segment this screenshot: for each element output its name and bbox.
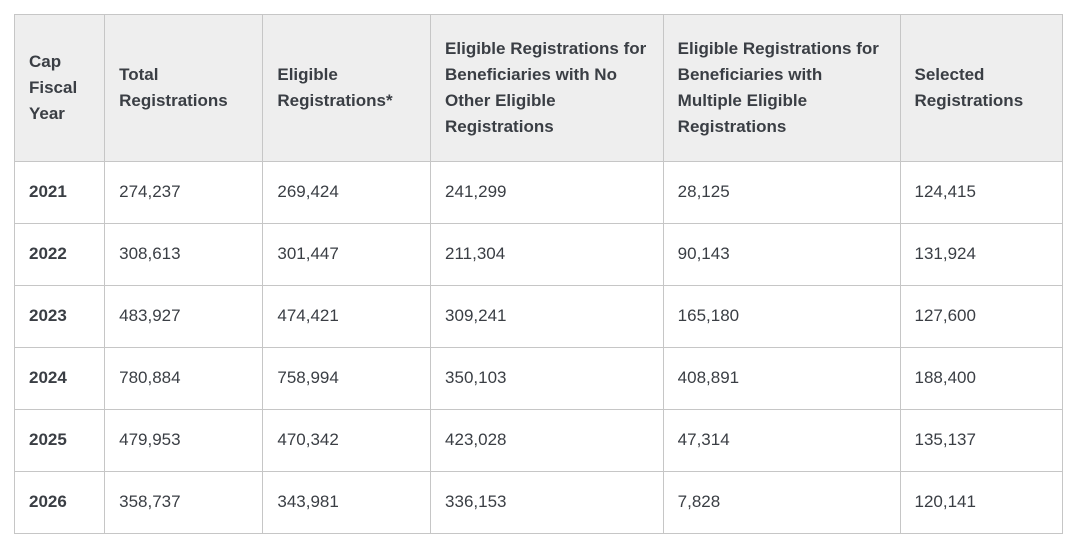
table-cell: 483,927 (104, 285, 264, 348)
table-cell: 474,421 (262, 285, 432, 348)
year-cell: 2021 (13, 161, 106, 224)
table-cell: 269,424 (262, 161, 432, 224)
table-cell: 301,447 (262, 223, 432, 286)
column-header-eligible-no-other: Eligible Registrations for Beneficiaries… (430, 14, 664, 162)
table-cell: 274,237 (104, 161, 264, 224)
column-header-total-registrations: Total Registrations (104, 14, 264, 162)
registrations-table: Cap Fiscal Year Total Registrations Elig… (13, 14, 1064, 534)
table-cell: 408,891 (662, 347, 901, 410)
table-cell: 358,737 (104, 471, 264, 534)
table-cell: 188,400 (899, 347, 1064, 410)
table-cell: 211,304 (430, 223, 664, 286)
column-header-eligible-registrations: Eligible Registrations* (262, 14, 432, 162)
table-cell: 343,981 (262, 471, 432, 534)
table-cell: 780,884 (104, 347, 264, 410)
table-cell: 124,415 (899, 161, 1064, 224)
table-cell: 309,241 (430, 285, 664, 348)
table-cell: 47,314 (662, 409, 901, 472)
table-cell: 241,299 (430, 161, 664, 224)
year-cell: 2023 (13, 285, 106, 348)
table-row-2021: 2021 274,237 269,424 241,299 28,125 124,… (13, 161, 1064, 224)
table-cell: 308,613 (104, 223, 264, 286)
table-cell: 350,103 (430, 347, 664, 410)
table-row-2025: 2025 479,953 470,342 423,028 47,314 135,… (13, 409, 1064, 472)
table-cell: 165,180 (662, 285, 901, 348)
header-row: Cap Fiscal Year Total Registrations Elig… (13, 14, 1064, 162)
year-cell: 2024 (13, 347, 106, 410)
table-row-2022: 2022 308,613 301,447 211,304 90,143 131,… (13, 223, 1064, 286)
table-cell: 127,600 (899, 285, 1064, 348)
table-cell: 336,153 (430, 471, 664, 534)
table-row-2026: 2026 358,737 343,981 336,153 7,828 120,1… (13, 471, 1064, 534)
year-cell: 2022 (13, 223, 106, 286)
table-cell: 479,953 (104, 409, 264, 472)
table-cell: 7,828 (662, 471, 901, 534)
year-cell: 2026 (13, 471, 106, 534)
table-cell: 423,028 (430, 409, 664, 472)
column-header-cap-fiscal-year: Cap Fiscal Year (13, 14, 106, 162)
table-cell: 470,342 (262, 409, 432, 472)
column-header-eligible-multiple: Eligible Registrations for Beneficiaries… (662, 14, 901, 162)
year-cell: 2025 (13, 409, 106, 472)
table-cell: 28,125 (662, 161, 901, 224)
column-header-selected-registrations: Selected Registrations (899, 14, 1064, 162)
table-cell: 758,994 (262, 347, 432, 410)
table-cell: 135,137 (899, 409, 1064, 472)
table-row-2023: 2023 483,927 474,421 309,241 165,180 127… (13, 285, 1064, 348)
table-row-2024: 2024 780,884 758,994 350,103 408,891 188… (13, 347, 1064, 410)
table-cell: 120,141 (899, 471, 1064, 534)
table-cell: 131,924 (899, 223, 1064, 286)
table-cell: 90,143 (662, 223, 901, 286)
